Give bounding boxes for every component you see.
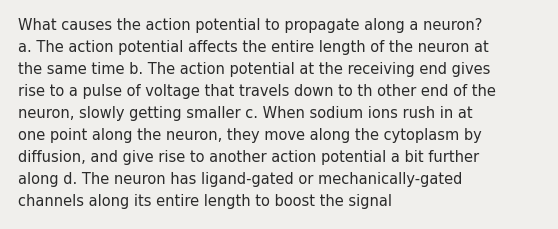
Text: diffusion, and give rise to another action potential a bit further: diffusion, and give rise to another acti… [18,149,479,164]
Text: rise to a pulse of voltage that travels down to th other end of the: rise to a pulse of voltage that travels … [18,84,496,98]
Text: channels along its entire length to boost the signal: channels along its entire length to boos… [18,193,392,208]
Text: one point along the neuron, they move along the cytoplasm by: one point along the neuron, they move al… [18,128,482,142]
Text: along d. The neuron has ligand-gated or mechanically-gated: along d. The neuron has ligand-gated or … [18,171,463,186]
Text: the same time b. The action potential at the receiving end gives: the same time b. The action potential at… [18,62,490,77]
Text: What causes the action potential to propagate along a neuron?: What causes the action potential to prop… [18,18,482,33]
Text: neuron, slowly getting smaller c. When sodium ions rush in at: neuron, slowly getting smaller c. When s… [18,106,473,120]
Text: a. The action potential affects the entire length of the neuron at: a. The action potential affects the enti… [18,40,489,55]
